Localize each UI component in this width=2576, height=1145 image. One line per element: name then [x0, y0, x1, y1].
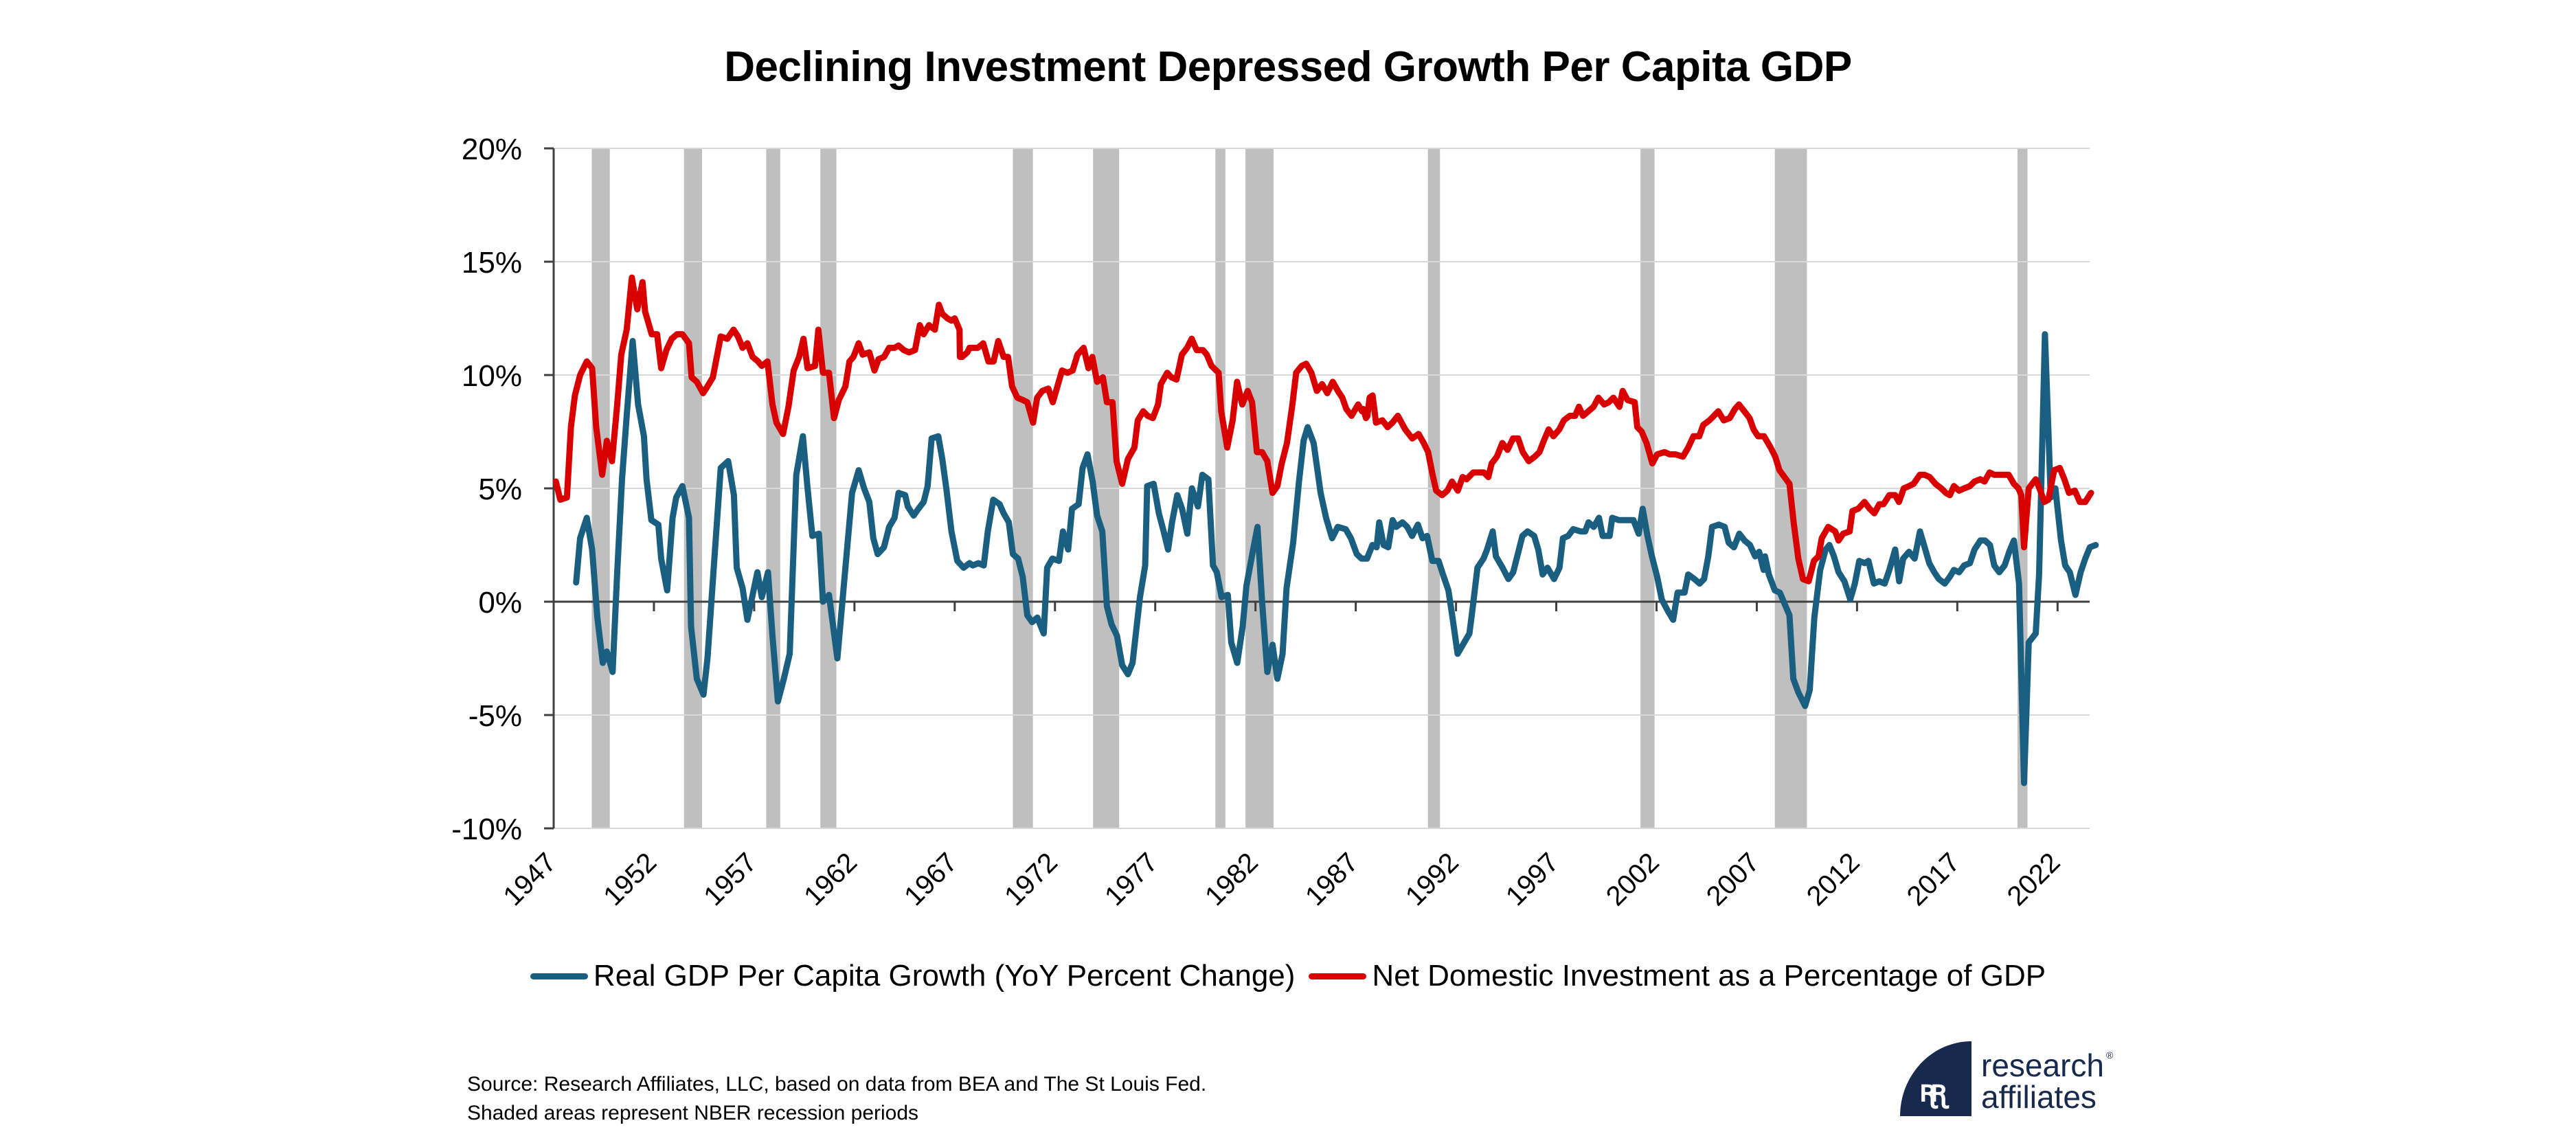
- research-affiliates-logo: ꭆꭆ research affiliates ®: [1900, 1040, 2147, 1122]
- source-note: Source: Research Affiliates, LLC, based …: [467, 1073, 1207, 1096]
- x-tick-label: 1957: [698, 847, 762, 911]
- legend-swatch-net-investment: [1309, 973, 1367, 979]
- x-tick-label: 1967: [899, 847, 963, 911]
- y-tick-label: -5%: [468, 699, 522, 733]
- x-tick-label: 2012: [1801, 847, 1866, 911]
- axes: [544, 147, 2090, 830]
- x-tick-label: 2017: [1901, 847, 1966, 911]
- logo-mark-icon: ꭆꭆ: [1900, 1041, 1971, 1116]
- footer: Source: Research Affiliates, LLC, based …: [467, 1070, 1206, 1128]
- legend: Real GDP Per Capita Growth (YoY Percent …: [0, 959, 2576, 993]
- x-tick-label: 2002: [1601, 847, 1665, 911]
- x-tick-label: 1987: [1300, 847, 1364, 911]
- x-tick-label: 1977: [1099, 847, 1164, 911]
- logo-wordmark: research affiliates: [1981, 1050, 2104, 1113]
- y-tick-label: -10%: [451, 813, 522, 846]
- registered-mark: ®: [2106, 1050, 2114, 1061]
- series-lines: [552, 274, 2099, 786]
- series-line-net-investment: [552, 274, 2094, 585]
- x-tick-label: 1992: [1400, 847, 1465, 911]
- x-tick-label: 2007: [1701, 847, 1765, 911]
- y-tick-label: 0%: [478, 586, 522, 620]
- series-line-gdp-growth: [573, 331, 2099, 786]
- y-tick-label: 20%: [462, 133, 522, 166]
- x-tick-label: 1997: [1500, 847, 1565, 911]
- y-tick-labels: -10% -5% 0% 5% 10% 15% 20%: [451, 133, 522, 846]
- x-tick-labels: 1947 1952 1957 1962 1967 1972 1977 1982 1987 1992…: [497, 847, 2066, 911]
- y-tick-label: 5%: [478, 473, 522, 506]
- x-tick-label: 1947: [497, 847, 562, 911]
- x-tick-label: 1962: [798, 847, 863, 911]
- legend-item-net-investment[interactable]: Net Domestic Investment as a Percentage …: [1309, 959, 2046, 993]
- y-tick-label: 15%: [462, 246, 522, 280]
- x-tick-label: 1982: [1199, 847, 1264, 911]
- y-tick-label: 10%: [462, 359, 522, 393]
- logo-line-2: affiliates: [1981, 1079, 2097, 1115]
- legend-item-gdp-growth[interactable]: Real GDP Per Capita Growth (YoY Percent …: [530, 959, 1296, 993]
- x-tick-label: 1952: [598, 847, 662, 911]
- legend-swatch-gdp-growth: [530, 973, 588, 979]
- chart-title: Declining Investment Depressed Growth Pe…: [724, 43, 1852, 91]
- legend-label-net-investment: Net Domestic Investment as a Percentage …: [1372, 959, 2046, 993]
- logo-ra-glyph-icon: ꭆꭆ: [1919, 1074, 1947, 1109]
- x-tick-label: 2022: [2002, 847, 2066, 911]
- logo-line-1: research: [1981, 1047, 2104, 1083]
- x-tick-label: 1972: [999, 847, 1063, 911]
- recession-note: Shaded areas represent NBER recession pe…: [467, 1102, 919, 1124]
- legend-label-gdp-growth: Real GDP Per Capita Growth (YoY Percent …: [593, 959, 1296, 993]
